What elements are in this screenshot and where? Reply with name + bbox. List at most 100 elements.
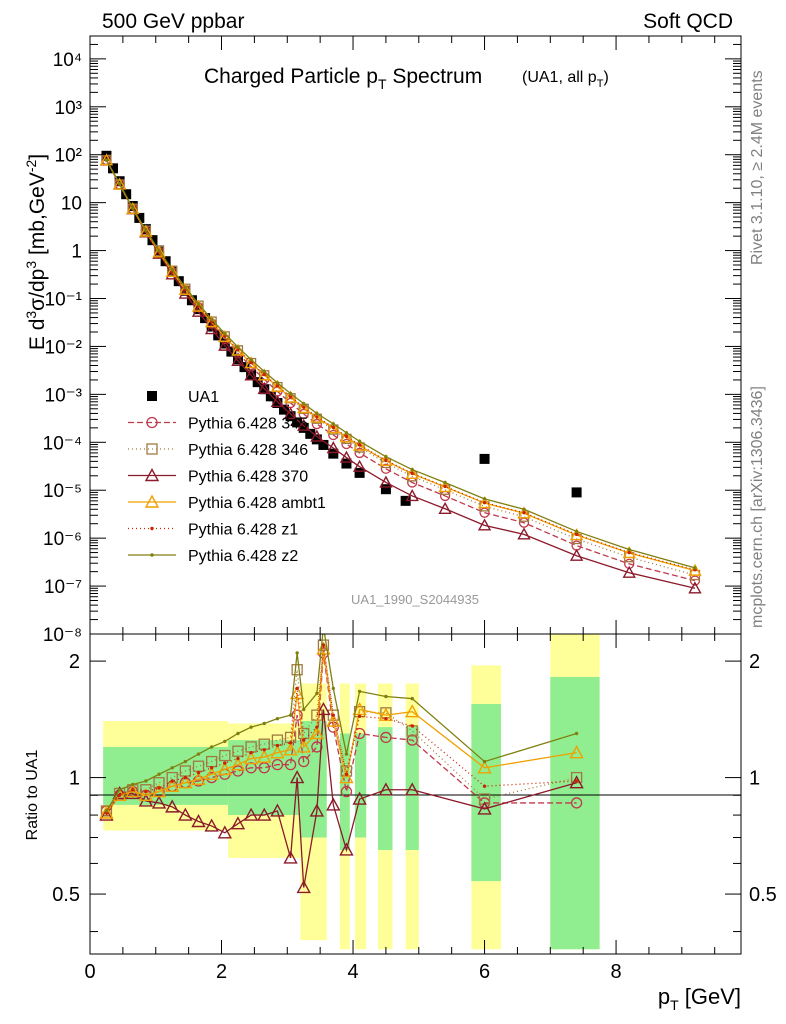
series-pythia-6-428-ambt1 (99, 153, 702, 576)
dot-marker (482, 497, 487, 501)
ua1-point (328, 448, 339, 459)
ratio-xlabel: pT [GeV] (658, 984, 741, 1013)
square-marker (219, 749, 231, 762)
triangle-marker (477, 518, 492, 531)
spectrum-title-note: (UA1, all pT) (522, 69, 609, 90)
triangle-marker (569, 745, 584, 759)
dot-marker (384, 455, 388, 459)
dot-marker (275, 381, 280, 385)
triangle-marker (622, 546, 636, 559)
dot-marker (357, 714, 362, 719)
ratio-y-tick-label: 2 (69, 651, 80, 673)
dot-marker (315, 691, 319, 696)
dot-marker (331, 422, 336, 426)
ua1-point (318, 439, 329, 450)
triangle-marker (112, 785, 127, 800)
triangle-marker (477, 760, 492, 774)
triangle-marker (230, 757, 246, 771)
triangle-marker (178, 807, 193, 821)
triangle-marker (477, 496, 492, 509)
circle-marker (245, 762, 257, 774)
triangle-marker (243, 807, 259, 821)
y-tick-label: 10⁻⁶ (43, 529, 82, 550)
header-right: Soft QCD (643, 10, 733, 33)
series-pythia-6-428-346 (101, 154, 701, 581)
triangle-marker (178, 775, 193, 789)
triangle-marker (316, 701, 331, 716)
triangle-marker (297, 401, 311, 414)
dot-marker (262, 372, 266, 377)
legend-label: Pythia 6.428 ambt1 (188, 495, 326, 512)
triangle-marker (283, 407, 298, 420)
dot-marker (262, 748, 266, 752)
circle-marker (689, 575, 701, 586)
dot-marker (357, 689, 362, 694)
dot-marker (574, 779, 579, 783)
spectrum-ylabel: E d3σ/dp3 [mb,GeV-2] (23, 154, 49, 350)
triangle-marker (165, 264, 179, 278)
ua1-point (193, 304, 204, 315)
ratio-y-tick-label: 1 (69, 768, 80, 790)
dot-marker (170, 766, 174, 770)
triangle-marker (405, 704, 420, 718)
triangle-marker (296, 880, 311, 894)
circle-marker (380, 463, 392, 474)
triangle-marker (569, 775, 584, 789)
circle-marker (298, 755, 310, 768)
dot-marker (183, 759, 188, 764)
dot-marker (144, 228, 148, 232)
x-tick-label: 2 (216, 961, 227, 983)
ua1-point (341, 458, 352, 469)
ratio-line (105, 634, 577, 812)
triangle-marker (379, 453, 393, 467)
legend-label: Pythia 6.428 346 (188, 442, 308, 459)
triangle-marker (326, 713, 341, 727)
dot-marker (321, 643, 326, 647)
dot-marker (249, 750, 253, 755)
triangle-marker (310, 429, 324, 442)
triangle-marker (270, 394, 285, 407)
circle-marker (328, 429, 339, 441)
ua1-point (571, 487, 582, 498)
dot-marker (302, 707, 306, 712)
dot-marker (209, 317, 214, 321)
analysis-watermark: UA1_1990_S2044935 (351, 592, 479, 607)
series-line (105, 159, 696, 576)
ua1-point (479, 453, 490, 464)
dot-marker (344, 434, 349, 439)
triangle-marker (138, 787, 154, 801)
square-marker (146, 443, 158, 455)
triangle-marker (283, 742, 298, 756)
triangle-marker (165, 799, 180, 813)
triangle-marker (339, 430, 354, 443)
rivet-label: Rivet 3.1.10, ≥ 2.4M events (749, 70, 766, 265)
band-inner (378, 727, 393, 850)
legend-label: Pythia 6.428 z2 (188, 548, 298, 565)
dot-marker (157, 248, 161, 253)
triangle-marker (151, 784, 167, 798)
triangle-marker (99, 807, 114, 821)
y-tick-label: 10⁴ (53, 50, 82, 71)
spectrum-series (99, 150, 702, 594)
triangle-marker (243, 751, 259, 765)
dot-marker (117, 793, 122, 797)
ratio-y-tick-label: 2 (749, 651, 760, 673)
ua1-point (108, 163, 119, 174)
mcplots-label: mcplots.cern.ch [arXiv:1306.3436] (749, 386, 766, 628)
triangle-marker (283, 850, 298, 864)
dot-marker (275, 743, 280, 748)
circle-marker (146, 416, 158, 429)
dot-marker (288, 395, 293, 399)
spectrum-title: Charged Particle pT Spectrum (204, 65, 482, 92)
ratio-series (99, 634, 584, 894)
ratio-y-tick-label: 0.5 (749, 884, 777, 906)
legend-label: Pythia 6.428 z1 (188, 522, 298, 539)
y-tick-label: 10⁻² (45, 337, 83, 358)
triangle-marker (569, 528, 584, 541)
ua1-point (232, 354, 243, 365)
triangle-marker (217, 761, 232, 776)
dot-marker (627, 550, 631, 555)
triangle-marker (622, 565, 636, 578)
triangle-marker (438, 479, 452, 493)
